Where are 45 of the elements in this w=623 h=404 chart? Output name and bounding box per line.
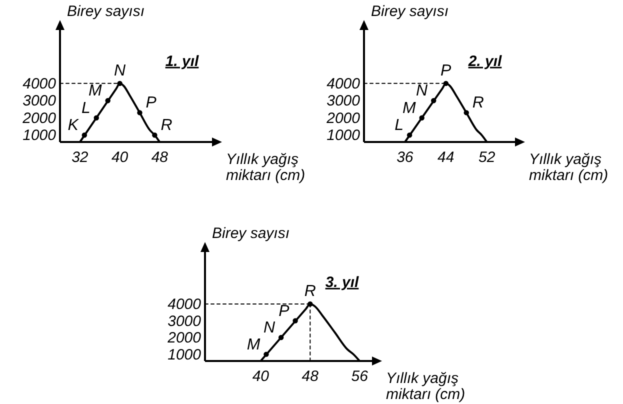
y-tick-label: 3000 <box>326 92 361 110</box>
annotation: M <box>88 82 103 100</box>
annotation: P <box>440 62 452 80</box>
x-tick-label: 56 <box>351 368 369 385</box>
annotation: M <box>402 100 417 117</box>
y-axis-title: Birey sayısı <box>67 3 145 20</box>
y-axis-title: Birey sayısı <box>212 225 290 242</box>
y-tick-label: 2000 <box>22 110 57 127</box>
y-tick-label: 3000 <box>22 92 57 110</box>
annotation: N <box>114 62 126 80</box>
y-tick-label: 3000 <box>168 312 202 330</box>
annotation: N <box>264 320 276 337</box>
x-tick-label: 32 <box>72 149 89 166</box>
text: 3. yıl <box>325 274 360 291</box>
y-tick-label: 4000 <box>326 75 361 92</box>
x-tick-label: 44 <box>438 149 454 166</box>
x-tick-label: 52 <box>478 149 496 166</box>
text: 1. yıl <box>165 52 200 70</box>
y-tick-label: 2000 <box>166 330 202 347</box>
x-axis-title: Yıllık yağış miktarı (cm) <box>529 151 608 184</box>
annotation: L <box>81 100 90 117</box>
x-tick-label: 48 <box>151 149 169 166</box>
x-axis-title: Yıllık yağış miktarı (cm) <box>386 370 466 403</box>
y-tick-label: 1000 <box>22 127 57 144</box>
annotation: N <box>416 82 428 100</box>
x-tick-label: 40 <box>252 368 270 385</box>
x-tick-label: 36 <box>396 149 414 166</box>
y-tick-label: 4000 <box>22 75 57 92</box>
y-tick-label: 4000 <box>168 296 202 313</box>
annotation: R <box>304 282 316 300</box>
annotation: P <box>146 94 157 112</box>
text: 2. yıl <box>467 52 503 70</box>
annotation: R <box>472 94 484 112</box>
annotation: R <box>160 117 173 134</box>
y-tick-label: 1000 <box>326 127 361 144</box>
x-tick-label: 48 <box>302 368 320 385</box>
x-tick-label: 40 <box>111 149 129 166</box>
annotation: K <box>68 117 80 134</box>
annotation: L <box>394 117 404 134</box>
y-tick-label: 1000 <box>168 346 202 364</box>
annotation: M <box>246 336 261 354</box>
y-axis-title: Birey sayısı <box>371 3 449 20</box>
annotation: P <box>278 302 290 320</box>
x-axis-title: Yıllık yağış miktarı (cm) <box>226 151 306 184</box>
y-tick-label: 2000 <box>326 110 361 127</box>
